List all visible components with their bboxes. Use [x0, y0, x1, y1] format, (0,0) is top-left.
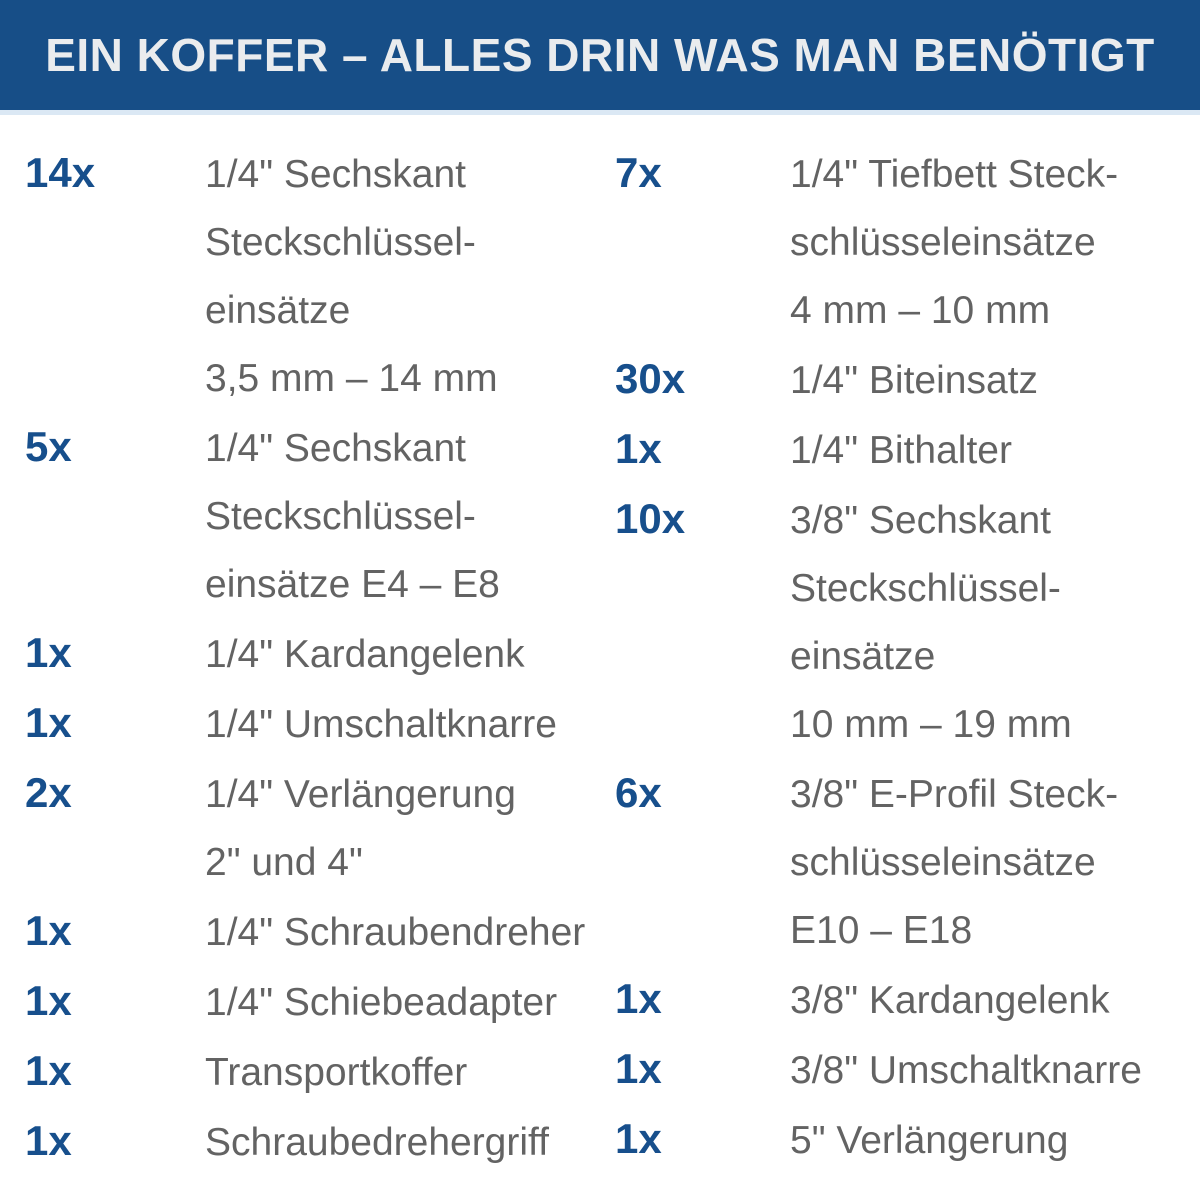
item-description: 1/4" Sechskant Steckschlüssel-einsätze E4… [205, 415, 500, 619]
list-item: 1x 5" Verlängerung [615, 1105, 1200, 1175]
item-quantity: 14x [25, 149, 96, 196]
header-separator [0, 110, 1200, 115]
list-item: 1x Schraubedrehergriff [25, 1107, 600, 1177]
item-quantity: 1x [615, 425, 662, 472]
header-banner: EIN KOFFER – ALLES DRIN WAS MAN BENÖTIGT [0, 0, 1200, 110]
item-description: 1/4" Schraubendreher [205, 899, 585, 967]
kit-contents-list: 14x 1/4" Sechskant Steckschlüssel-einsätze… [0, 139, 1200, 1177]
item-description-line: schlüsseleinsätze [790, 221, 1096, 264]
item-description-line: einsätze E4 – E8 [205, 563, 500, 606]
list-item: 1x 1/4" Kardangelenk [25, 619, 600, 689]
item-description: 3/8" Umschaltknarre [790, 1037, 1142, 1105]
list-item: 1x Transportkoffer [25, 1037, 600, 1107]
item-description-line: 1/4" Tiefbett Steck- [790, 153, 1119, 196]
list-item: 6x 3/8" E-Profil Steck-schlüsseleinsätze E… [615, 759, 1200, 965]
list-item: 30x 1/4" Biteinsatz [615, 345, 1200, 415]
item-description-line: 1/4" Schraubendreher [205, 911, 586, 954]
item-quantity: 1x [25, 1117, 72, 1164]
item-description: 3/8" Kardangelenk [790, 967, 1110, 1035]
item-description-line: E10 – E18 [790, 909, 973, 952]
item-description: 5" Verlängerung [790, 1107, 1068, 1175]
column-left: 14x 1/4" Sechskant Steckschlüssel-einsätze… [0, 139, 600, 1177]
list-item: 1x 3/8" Kardangelenk [615, 965, 1200, 1035]
column-right: 7x 1/4" Tiefbett Steck-schlüsseleinsätze 4… [600, 139, 1200, 1177]
item-description: 1/4" Bithalter [790, 417, 1012, 485]
item-quantity: 1x [25, 907, 72, 954]
item-quantity: 10x [615, 495, 686, 542]
item-description-line: 3,5 mm – 14 mm [205, 357, 498, 400]
list-item: 1x 1/4" Schraubendreher [25, 897, 600, 967]
item-description-line: Schraubedrehergriff [205, 1121, 549, 1164]
item-description: 1/4" Schiebeadapter [205, 969, 557, 1037]
item-quantity: 2x [25, 769, 72, 816]
list-item: 1x 1/4" Schiebeadapter [25, 967, 600, 1037]
item-description-line: 1/4" Schiebeadapter [205, 981, 558, 1024]
item-quantity: 7x [615, 149, 662, 196]
item-quantity: 1x [615, 975, 662, 1022]
item-description: 1/4" Biteinsatz [790, 347, 1038, 415]
item-description-line: 2" und 4" [205, 841, 363, 884]
item-description-line: 1/4" Umschaltknarre [205, 703, 557, 746]
item-description-line: 5" Verlängerung [790, 1119, 1069, 1162]
list-item: 5x 1/4" Sechskant Steckschlüssel-einsätze … [25, 413, 600, 619]
item-description-line: 10 mm – 19 mm [790, 703, 1072, 746]
item-description-line: 1/4" Sechskant [205, 153, 467, 196]
page-title: EIN KOFFER – ALLES DRIN WAS MAN BENÖTIGT [45, 29, 1155, 81]
item-description-line: 1/4" Sechskant [205, 427, 467, 470]
list-item: 7x 1/4" Tiefbett Steck-schlüsseleinsätze 4… [615, 139, 1200, 345]
item-description-line: 3/8" E-Profil Steck- [790, 773, 1119, 816]
item-description: 3/8" E-Profil Steck-schlüsseleinsätze E10… [790, 761, 1118, 965]
item-description-line: 3/8" Sechskant [790, 499, 1052, 542]
item-description: 1/4" Sechskant Steckschlüssel-einsätze 3,5… [205, 141, 498, 413]
item-quantity: 1x [25, 1047, 72, 1094]
item-description-line: Transportkoffer [205, 1051, 468, 1094]
item-quantity: 1x [615, 1045, 662, 1092]
item-description-line: einsätze [205, 289, 351, 332]
item-quantity: 1x [25, 629, 72, 676]
list-item: 2x 1/4" Verlängerung 2" und 4" [25, 759, 600, 897]
item-quantity: 30x [615, 355, 686, 402]
item-description-line: 1/4" Verlängerung [205, 773, 516, 816]
item-quantity: 1x [615, 1115, 662, 1162]
item-description-line: 3/8" Umschaltknarre [790, 1049, 1142, 1092]
item-description-line: 4 mm – 10 mm [790, 289, 1051, 332]
item-description: 1/4" Verlängerung 2" und 4" [205, 761, 516, 897]
item-description: 1/4" Umschaltknarre [205, 691, 557, 759]
list-item: 14x 1/4" Sechskant Steckschlüssel-einsätze… [25, 139, 600, 413]
item-description: 1/4" Kardangelenk [205, 621, 525, 689]
item-description-line: einsätze [790, 635, 936, 678]
list-item: 1x 1/4" Bithalter [615, 415, 1200, 485]
item-quantity: 5x [25, 423, 72, 470]
item-description: Schraubedrehergriff [205, 1109, 549, 1177]
item-description-line: Steckschlüssel- [205, 495, 476, 538]
item-description-line: 3/8" Kardangelenk [790, 979, 1110, 1022]
item-description-line: 1/4" Biteinsatz [790, 359, 1038, 402]
item-description-line: 1/4" Kardangelenk [205, 633, 525, 676]
item-quantity: 1x [25, 977, 72, 1024]
item-description-line: 1/4" Bithalter [790, 429, 1012, 472]
item-description: Transportkoffer [205, 1039, 467, 1107]
item-description-line: schlüsseleinsätze [790, 841, 1096, 884]
item-description-line: Steckschlüssel- [205, 221, 476, 264]
list-item: 10x 3/8" Sechskant Steckschlüssel-einsätze… [615, 485, 1200, 759]
item-quantity: 6x [615, 769, 662, 816]
item-description-line: Steckschlüssel- [790, 567, 1061, 610]
item-description: 3/8" Sechskant Steckschlüssel-einsätze 10 … [790, 487, 1072, 759]
list-item: 1x 1/4" Umschaltknarre [25, 689, 600, 759]
list-item: 1x 3/8" Umschaltknarre [615, 1035, 1200, 1105]
item-quantity: 1x [25, 699, 72, 746]
item-description: 1/4" Tiefbett Steck-schlüsseleinsätze 4 m… [790, 141, 1118, 345]
